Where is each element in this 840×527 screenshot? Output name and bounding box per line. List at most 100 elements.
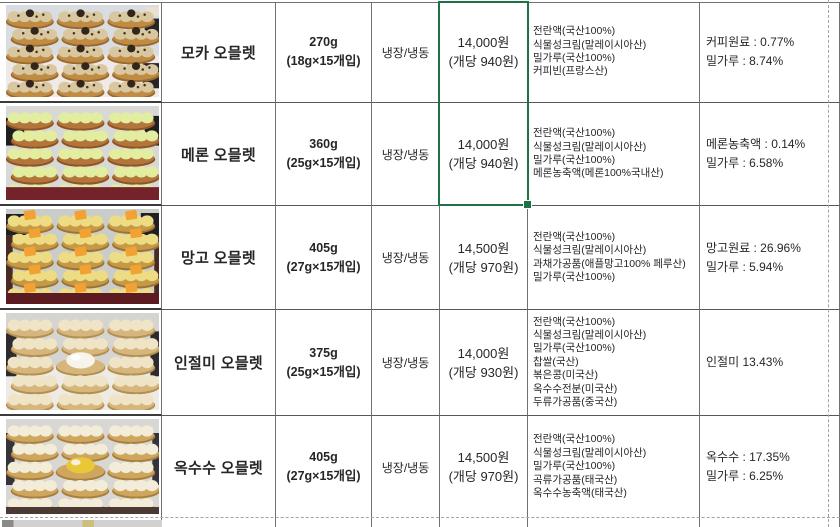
weight-pack: (25g×15개입) <box>286 156 361 170</box>
unit-price: (개당 970원) <box>448 469 519 484</box>
ingredient-line: 볶은콩(미국산) <box>533 369 598 382</box>
price-main: 14,000원 <box>457 35 510 50</box>
ratio-line: 옥수수 : 17.35% <box>706 450 790 464</box>
ratio-cell[interactable]: 망고원료 : 26.96% 밀가루 : 5.94% <box>700 206 840 310</box>
price-cell[interactable]: 14,000원 (개당 940원) <box>440 103 528 206</box>
ratio-line: 망고원료 : 26.96% <box>706 240 801 255</box>
ingredients-cell[interactable]: 전란액(국산100%) 식물성크림(말레이시아산) 밀가루(국산100%) 곡류가공품… <box>528 416 700 518</box>
ratio-cell[interactable]: 메론농축액 : 0.14% 밀가루 : 6.58% <box>700 103 840 206</box>
ingredient-line: 전란액(국산100%) <box>533 315 616 328</box>
table-top-border <box>0 2 840 3</box>
weight-main: 405g <box>309 450 338 464</box>
ingredients-cell[interactable]: 전란액(국산100%) 식물성크림(말레이시아산) 밀가루(국산100%) 찹쌀(국산… <box>528 310 700 416</box>
ingredients-cell[interactable]: 전란액(국산100%) 식물성크림(말레이시아산) 밀가루(국산100%) 메론농축액… <box>528 103 700 206</box>
ratio-cell[interactable]: 커피원료 : 0.77% 밀가루 : 8.74% <box>700 2 840 103</box>
ingredient-line: 식물성크림(말레이시아산) <box>533 244 647 257</box>
next-row-cell[interactable] <box>372 518 440 527</box>
page-break-vertical-line <box>828 0 829 527</box>
product-photo-cell[interactable] <box>0 206 162 310</box>
price-cell[interactable]: 14,000원 (개당 930원) <box>440 310 528 416</box>
ratio-line: 메론농축액 : 0.14% <box>706 137 806 151</box>
price-cell[interactable]: 14,500원 (개당 970원) <box>440 206 528 310</box>
melon-omelette-tray <box>6 106 159 200</box>
next-row-cell[interactable] <box>528 518 700 527</box>
storage-cell[interactable]: 냉장/냉동 <box>372 2 440 103</box>
ingredient-line: 옥수수농축액(태국산) <box>533 487 627 500</box>
storage-text: 냉장/냉동 <box>381 147 430 162</box>
page-break-horizontal-line <box>0 517 840 518</box>
price-main: 14,000원 <box>457 345 510 361</box>
weight-main: 375g <box>309 345 338 360</box>
weight-cell[interactable]: 360g (25g×15개입) <box>276 103 372 206</box>
product-photo-cell[interactable] <box>0 2 162 103</box>
ratio-line: 밀가루 : 6.58% <box>706 156 784 170</box>
ingredient-line: 식물성크림(말레이시아산) <box>533 140 647 153</box>
next-row-photo-cell[interactable] <box>0 518 163 527</box>
product-name-cell[interactable]: 인절미 오믈렛 <box>162 310 276 416</box>
storage-cell[interactable]: 냉장/냉동 <box>372 416 440 518</box>
ratio-line: 밀가루 : 5.94% <box>706 259 784 274</box>
product-name: 메론 오믈렛 <box>181 146 256 164</box>
injeolmi-omelette-tray <box>6 313 159 410</box>
storage-text: 냉장/냉동 <box>381 460 430 475</box>
product-name: 모카 오믈렛 <box>181 44 256 62</box>
weight-pack: (18g×15개입) <box>286 54 361 68</box>
ingredient-line: 전란액(국산100%) <box>533 25 616 38</box>
unit-price: (개당 940원) <box>448 54 519 69</box>
storage-cell[interactable]: 냉장/냉동 <box>372 310 440 416</box>
product-name: 망고 오믈렛 <box>181 250 256 267</box>
mango-omelette-tray <box>6 209 159 304</box>
ingredient-line: 밀가루(국산100%) <box>533 460 616 473</box>
ratio-line: 밀가루 : 6.25% <box>706 469 784 483</box>
ingredient-line: 전란액(국산100%) <box>533 230 616 243</box>
weight-pack: (25g×15개입) <box>286 364 361 379</box>
ingredient-line: 옥수수전분(미국산) <box>533 382 618 395</box>
weight-cell[interactable]: 270g (18g×15개입) <box>276 2 372 103</box>
ingredient-line: 식물성크림(말레이시아산) <box>533 446 647 459</box>
storage-cell[interactable]: 냉장/냉동 <box>372 103 440 206</box>
unit-price: (개당 970원) <box>448 259 519 275</box>
ingredient-line: 밀가루(국산100%) <box>533 342 616 355</box>
price-cell[interactable]: 14,000원 (개당 940원) <box>440 2 528 103</box>
weight-cell[interactable]: 405g (27g×15개입) <box>276 416 372 518</box>
next-row-cell[interactable] <box>700 518 840 527</box>
next-row-cell[interactable] <box>276 518 372 527</box>
ingredient-line: 밀가루(국산100%) <box>533 270 616 283</box>
product-name-cell[interactable]: 모카 오믈렛 <box>162 2 276 103</box>
product-name-cell[interactable]: 메론 오믈렛 <box>162 103 276 206</box>
storage-cell[interactable]: 냉장/냉동 <box>372 206 440 310</box>
weight-pack: (27g×15개입) <box>286 259 361 274</box>
corn-omelette-tray <box>6 419 159 514</box>
ingredient-line: 식물성크림(말레이시아산) <box>533 328 647 341</box>
ratio-line: 인절미 13.43% <box>706 355 784 369</box>
next-row-cell[interactable] <box>162 518 276 527</box>
next-row-cell[interactable] <box>440 518 528 527</box>
ratio-cell[interactable]: 인절미 13.43% <box>700 310 840 416</box>
ratio-line: 커피원료 : 0.77% <box>706 35 795 49</box>
ingredient-line: 밀가루(국산100%) <box>533 154 616 166</box>
product-name: 옥수수 오믈렛 <box>173 459 264 477</box>
product-name: 인절미 오믈렛 <box>173 355 264 372</box>
product-photo-cell[interactable] <box>0 310 162 416</box>
weight-cell[interactable]: 375g (25g×15개입) <box>276 310 372 416</box>
price-main: 14,500원 <box>457 450 510 465</box>
product-photo-cell[interactable] <box>0 103 162 206</box>
product-name-cell[interactable]: 옥수수 오믈렛 <box>162 416 276 518</box>
product-name-cell[interactable]: 망고 오믈렛 <box>162 206 276 310</box>
ingredient-line: 전란액(국산100%) <box>533 127 616 140</box>
storage-text: 냉장/냉동 <box>381 356 430 370</box>
ratio-cell[interactable]: 옥수수 : 17.35% 밀가루 : 6.25% <box>700 416 840 518</box>
unit-price: (개당 940원) <box>448 156 519 171</box>
ingredients-cell[interactable]: 전란액(국산100%) 식물성크림(말레이시아산) 과채가공품(애플망고100% 페… <box>528 206 700 310</box>
weight-cell[interactable]: 405g (27g×15개입) <box>276 206 372 310</box>
ingredient-line: 전란액(국산100%) <box>533 433 616 446</box>
price-cell[interactable]: 14,500원 (개당 970원) <box>440 416 528 518</box>
weight-main: 405g <box>309 240 338 255</box>
ingredient-line: 곡류가공품(태국산) <box>533 473 618 486</box>
ratio-line: 밀가루 : 8.74% <box>706 54 784 68</box>
product-photo-cell[interactable] <box>0 416 162 518</box>
price-main: 14,500원 <box>457 240 510 256</box>
price-main: 14,000원 <box>457 137 510 152</box>
ingredients-cell[interactable]: 전란액(국산100%) 식물성크림(말레이시아산) 밀가루(국산100%) 커피빈(프… <box>528 2 700 103</box>
